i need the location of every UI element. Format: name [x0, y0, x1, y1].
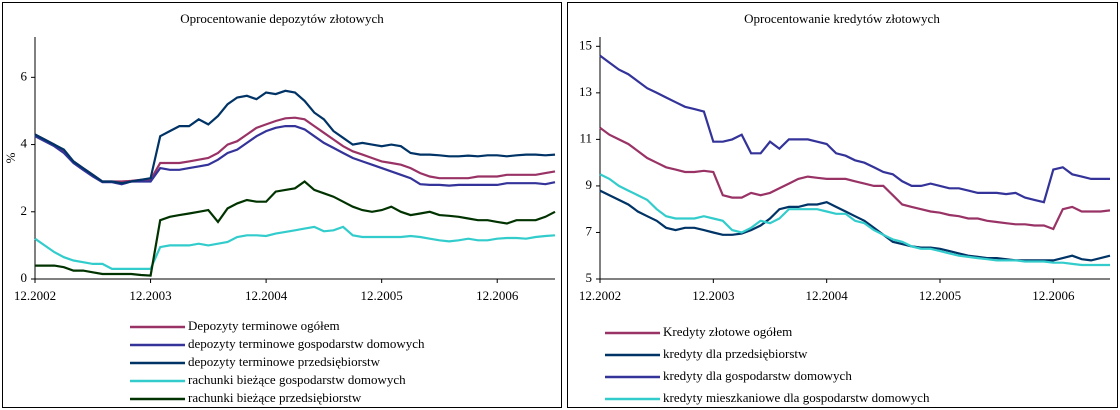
- y-tick-label: 6: [21, 68, 28, 83]
- x-tick-label: 12.2005: [919, 288, 961, 303]
- series-line: [599, 126, 1111, 231]
- x-tick-label: 12.2004: [806, 288, 849, 303]
- panel-frame: [2, 2, 562, 408]
- series-line: [34, 116, 556, 183]
- x-tick-label: 12.2004: [245, 288, 288, 303]
- y-tick-label: 15: [579, 37, 592, 52]
- legend-label: depozyty terminowe gospodarstw domowych: [188, 336, 425, 351]
- series-line: [35, 180, 556, 277]
- y-tick-label: 9: [586, 177, 593, 192]
- series-line: [34, 89, 556, 185]
- x-tick-label: 12.2003: [692, 288, 734, 303]
- legend-label: kredyty mieszkaniowe dla gospodarstw dom…: [663, 390, 930, 405]
- y-tick-label: 11: [579, 130, 592, 145]
- legend-label: rachunki bieżące gospodarstw domowych: [188, 372, 406, 387]
- chart-title: Oprocentowanie depozytów złotowych: [180, 11, 384, 26]
- x-tick-label: 12.2002: [579, 288, 621, 303]
- chart-title: Oprocentowanie kredytów złotowych: [744, 11, 940, 26]
- x-tick-label: 12.2005: [361, 288, 403, 303]
- x-tick-label: 12.2003: [129, 288, 171, 303]
- y-axis-label: %: [3, 152, 18, 163]
- legend-label: kredyty dla gospodarstw domowych: [663, 368, 852, 383]
- y-tick-label: 5: [586, 270, 593, 285]
- legend-label: Depozyty terminowe ogółem: [188, 318, 340, 333]
- x-tick-label: 12.2006: [1032, 288, 1075, 303]
- y-tick-label: 4: [21, 136, 28, 151]
- y-tick-label: 7: [586, 223, 593, 238]
- series-line: [34, 225, 556, 270]
- legend-label: depozyty terminowe przedsiębiorstw: [188, 354, 381, 369]
- series-line: [599, 54, 1110, 204]
- legend-label: Kredyty złotowe ogółem: [663, 324, 792, 339]
- y-tick-label: 13: [579, 84, 592, 99]
- x-tick-label: 12.2006: [476, 288, 519, 303]
- legend-label: kredyty dla przedsiębiorstw: [663, 346, 808, 361]
- panel-frame: [567, 2, 1118, 408]
- y-tick-label: 2: [21, 203, 28, 218]
- series-line: [599, 173, 1110, 267]
- x-tick-label: 12.2002: [14, 288, 56, 303]
- legend-label: rachunki bieżące przedsiębiorstw: [188, 390, 362, 405]
- y-tick-label: 0: [21, 270, 28, 285]
